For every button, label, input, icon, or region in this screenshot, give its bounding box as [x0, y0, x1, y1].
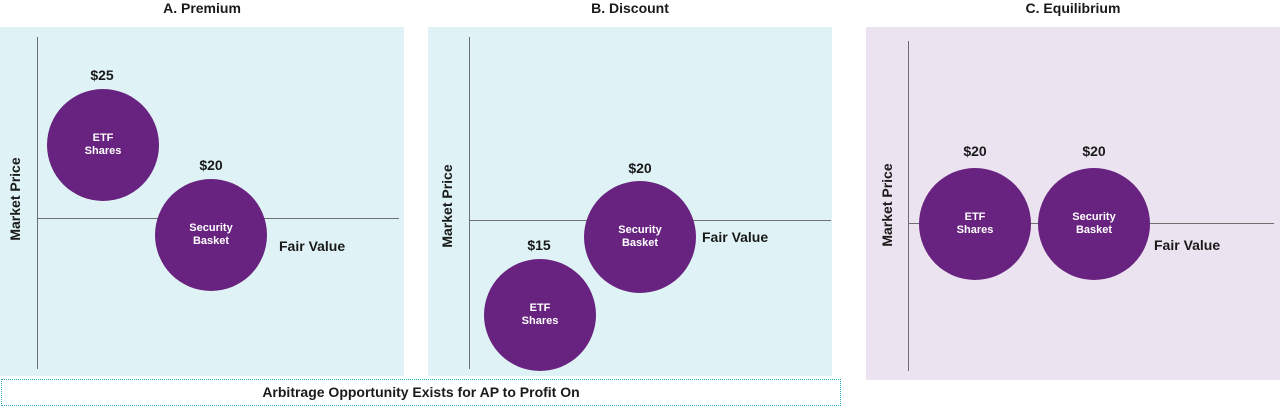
y-axis-line: [908, 41, 910, 371]
security-basket-price-label: $20: [1082, 143, 1106, 159]
etf-shares-line1: ETF: [964, 211, 986, 223]
etf-shares-line2: Shares: [521, 315, 559, 327]
panel-c-title: C. Equilibrium: [1025, 0, 1121, 16]
etf-shares-line2: Shares: [84, 145, 122, 157]
security-basket-circle: Security Basket: [1038, 168, 1150, 280]
panel-discount: Market Price $20 Security Basket Fair Va…: [428, 27, 832, 376]
etf-price-label: $25: [90, 67, 114, 83]
panel-b-title: B. Discount: [591, 0, 669, 16]
y-axis-label: Market Price: [439, 164, 455, 248]
fair-value-label: Fair Value: [279, 238, 346, 254]
security-basket-line1: Security: [618, 224, 662, 236]
security-basket-circle: Security Basket: [584, 181, 696, 293]
panel-equilibrium: Market Price $20 ETF Shares $20 Security…: [866, 27, 1280, 380]
security-basket-line2: Basket: [621, 237, 659, 249]
security-basket-price-label: $20: [199, 157, 223, 173]
fair-value-label: Fair Value: [1154, 237, 1221, 253]
panel-premium: Market Price $25 ETF Shares $20 Security…: [0, 27, 404, 376]
etf-shares-circle: ETF Shares: [47, 89, 159, 201]
etf-price-label: $20: [963, 143, 987, 159]
etf-shares-line2: Shares: [956, 224, 994, 236]
panel-a-title: A. Premium: [163, 0, 241, 16]
etf-shares-line1: ETF: [92, 132, 114, 144]
y-axis-label: Market Price: [7, 157, 23, 241]
fair-value-label: Fair Value: [702, 229, 769, 245]
security-basket-line1: Security: [1072, 211, 1116, 223]
security-basket-line2: Basket: [192, 235, 230, 247]
etf-shares-line1: ETF: [529, 302, 551, 314]
security-basket-price-label: $20: [628, 160, 652, 176]
y-axis-line: [37, 37, 39, 369]
y-axis-label: Market Price: [879, 163, 895, 247]
security-basket-line1: Security: [189, 222, 233, 234]
etf-shares-circle: ETF Shares: [919, 168, 1031, 280]
etf-price-label: $15: [527, 237, 551, 253]
y-axis-line: [469, 37, 471, 369]
arbitrage-banner: Arbitrage Opportunity Exists for AP to P…: [1, 379, 841, 406]
security-basket-circle: Security Basket: [155, 179, 267, 291]
security-basket-line2: Basket: [1075, 224, 1113, 236]
etf-shares-circle: ETF Shares: [484, 259, 596, 371]
